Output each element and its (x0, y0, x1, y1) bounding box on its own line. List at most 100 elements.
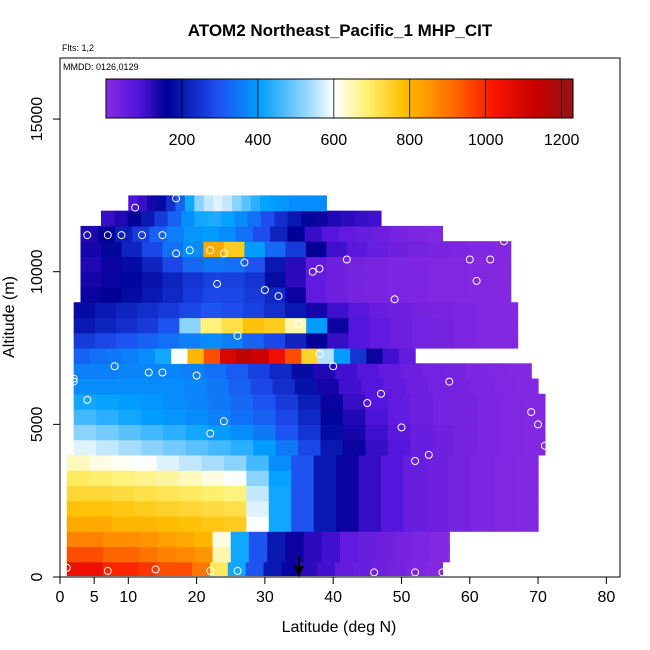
sample-point (499, 237, 508, 246)
heatmap-cell (448, 515, 472, 532)
heatmap-cell (230, 531, 250, 548)
heatmap-cell (317, 560, 336, 577)
heatmap-cell (326, 286, 348, 303)
heatmap-cell (230, 393, 254, 410)
heatmap-cell (291, 485, 315, 502)
heatmap-cell (448, 485, 472, 502)
heatmap-cell (127, 210, 142, 227)
heatmap-cell (340, 210, 355, 227)
sample-point (151, 565, 160, 574)
heatmap-cell (304, 225, 323, 242)
heatmap-cell (137, 302, 159, 319)
heatmap-cell (433, 332, 455, 349)
heatmap-cell (115, 317, 138, 334)
heatmap-cell (432, 393, 456, 410)
heatmap-cell (378, 363, 402, 380)
heatmap-cell (66, 485, 90, 502)
heatmap-cell (411, 332, 434, 349)
heatmap-cell (201, 515, 225, 532)
heatmap-cell (95, 363, 118, 380)
heatmap-cell (306, 332, 328, 349)
heatmap-cell (394, 531, 414, 548)
heatmap-cell (493, 454, 517, 471)
heatmap-cell (298, 409, 322, 425)
heatmap-cell (448, 500, 472, 517)
heatmap-cell (449, 378, 473, 395)
heatmap-cell (490, 241, 512, 258)
heatmap-cell (326, 256, 348, 273)
heatmap-cell (253, 393, 277, 410)
heatmap-cell (455, 409, 479, 425)
sample-point (295, 319, 303, 328)
sample-point (397, 423, 406, 432)
heatmap-cell (475, 317, 498, 334)
heatmap-cell (515, 500, 539, 517)
heatmap-cell (455, 424, 479, 441)
heatmap-cell (285, 256, 307, 273)
heatmap-cell (134, 470, 158, 487)
sample-point (172, 249, 181, 258)
heatmap-cell (469, 241, 491, 258)
heatmap-cell (194, 210, 209, 227)
sample-point (158, 231, 167, 240)
heatmap-cell (475, 332, 498, 349)
heatmap-cell (141, 286, 164, 303)
sample-point (185, 246, 194, 255)
heatmap-cell (358, 531, 378, 548)
heatmap-cell (425, 454, 449, 471)
heatmap-cell (367, 256, 389, 273)
heatmap-cell (425, 470, 449, 487)
heatmap-cell (73, 409, 97, 425)
heatmap-cell (118, 424, 142, 441)
heatmap-cell (336, 515, 360, 532)
heatmap-cell (449, 241, 471, 258)
heatmap-cell (288, 195, 299, 212)
heatmap-cell (327, 210, 342, 227)
heatmap-cell (496, 332, 519, 349)
heatmap-cell (411, 302, 434, 319)
x-tick-label: 60 (461, 589, 479, 606)
heatmap-cell (268, 485, 292, 502)
heatmap-cell (454, 332, 476, 349)
heatmap-cell (246, 454, 270, 471)
sample-point (62, 563, 71, 572)
heatmap-cell (285, 271, 307, 288)
heatmap-cell (500, 439, 524, 456)
heatmap-cell (522, 409, 546, 425)
heatmap-cell (162, 286, 184, 303)
heatmap-cell (342, 393, 366, 410)
heatmap-cell (336, 500, 360, 517)
heatmap-cell (433, 317, 455, 334)
heatmap-cell (156, 195, 167, 212)
heatmap-cell (114, 225, 133, 242)
heatmap-cell (163, 409, 187, 425)
y-axis-label: Altitude (m) (1, 276, 18, 358)
heatmap-cell (300, 210, 315, 227)
heatmap-cell (376, 531, 396, 548)
heatmap-cell (454, 302, 476, 319)
heatmap-cell (158, 332, 180, 349)
heatmap-cell (212, 546, 232, 563)
heatmap-cell (316, 378, 340, 395)
heatmap-cell (425, 485, 449, 502)
heatmap-cell (515, 378, 539, 395)
heatmap-cell (493, 485, 517, 502)
sample-point (69, 377, 78, 386)
heatmap-cell (73, 363, 97, 380)
sample-point (540, 441, 549, 450)
heatmap-cell (223, 485, 247, 502)
heatmap-cell (204, 363, 227, 380)
heatmap-cell (213, 195, 224, 212)
heatmap-cell (162, 256, 184, 273)
heatmap-cell (263, 560, 283, 577)
heatmap-cell (407, 225, 426, 242)
heatmap-cell (348, 332, 371, 349)
heatmap-cell (121, 256, 143, 273)
heatmap-cell (203, 286, 225, 303)
heatmap-cell (182, 286, 205, 303)
heatmap-cell (120, 560, 139, 577)
heatmap-cell (336, 454, 360, 471)
heatmap-cell (203, 271, 225, 288)
heatmap-cell (94, 302, 117, 319)
heatmap-cell (380, 515, 405, 532)
